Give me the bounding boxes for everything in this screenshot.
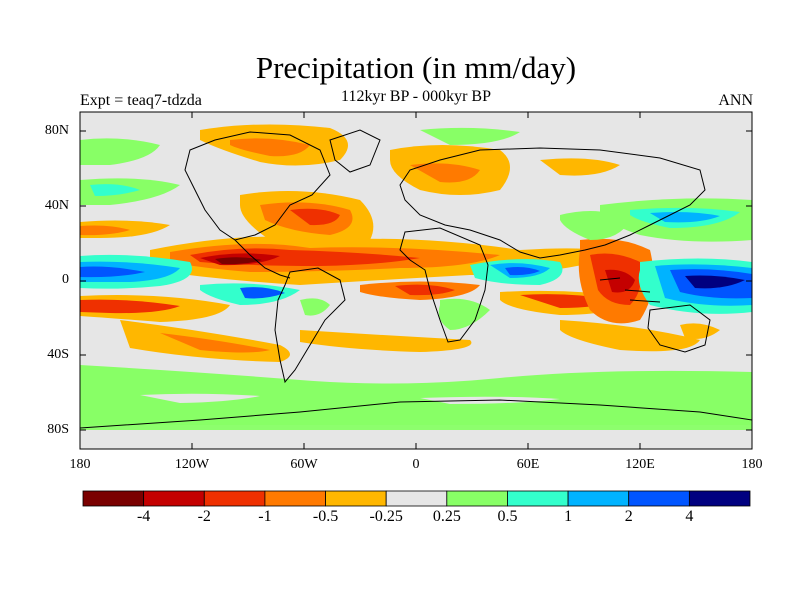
x-tick-label: 180 — [741, 457, 763, 472]
colorbar-label: 0.5 — [497, 508, 518, 525]
coastline-europe-asia — [399, 147, 706, 259]
coastline-south-america — [274, 267, 346, 384]
colorbar-swatch — [203, 490, 266, 507]
coastline-australia — [647, 304, 711, 353]
map-field — [80, 112, 752, 449]
colorbar-label: 2 — [624, 508, 633, 525]
colorbar-label: 4 — [685, 508, 694, 525]
colorbar-label: 0.25 — [432, 508, 461, 525]
x-tick-label: 120E — [625, 457, 655, 472]
colorbar-label: -4 — [136, 508, 151, 525]
x-tick-label: 120W — [174, 457, 210, 472]
x-tick-label: 180 — [69, 457, 91, 472]
plot-title: Precipitation (in mm/day) — [255, 50, 577, 85]
antarctic-coast-band — [80, 400, 752, 430]
colorbar-label: -0.5 — [312, 508, 339, 525]
x-tick-label: 0 — [412, 457, 420, 472]
coastline-indonesia — [599, 277, 661, 303]
colorbar-swatch — [143, 490, 205, 507]
colorbar — [82, 490, 751, 507]
colorbar-swatch — [82, 490, 145, 507]
colorbar-swatch — [446, 490, 508, 507]
y-tick-label: 80S — [47, 422, 69, 437]
colorbar-label: 1 — [564, 508, 573, 525]
coastline-north-america — [184, 131, 331, 241]
colorbar-swatch — [507, 490, 569, 507]
plot-subtitle: 112kyr BP - 000kyr BP — [341, 88, 491, 105]
colorbar-label: -1 — [258, 508, 272, 525]
coastlines — [80, 129, 752, 429]
y-tick-label: 0 — [62, 272, 69, 287]
y-tick-label: 80N — [44, 123, 69, 138]
y-tick-label: 40S — [47, 347, 69, 362]
coastline-africa — [399, 227, 489, 343]
y-tick-label: 40N — [44, 198, 69, 213]
axis-ticks — [79, 112, 753, 449]
x-tick-label: 60E — [516, 457, 540, 472]
colorbar-swatch — [628, 490, 690, 507]
experiment-label: Expt = teaq7-tdzda — [80, 92, 202, 109]
colorbar-swatch — [688, 490, 751, 507]
colorbar-swatch — [325, 490, 387, 507]
colorbar-label: -2 — [197, 508, 211, 525]
season-label: ANN — [718, 92, 753, 109]
colorbar-swatch — [264, 490, 326, 507]
coastline-central-america — [234, 239, 291, 279]
colorbar-swatch — [385, 490, 448, 507]
coastline-greenland — [329, 129, 381, 173]
x-tick-label: 60W — [290, 457, 318, 472]
coastline-antarctica — [80, 399, 752, 429]
colorbar-swatch — [567, 490, 630, 507]
colorbar-label: -0.25 — [369, 508, 403, 525]
